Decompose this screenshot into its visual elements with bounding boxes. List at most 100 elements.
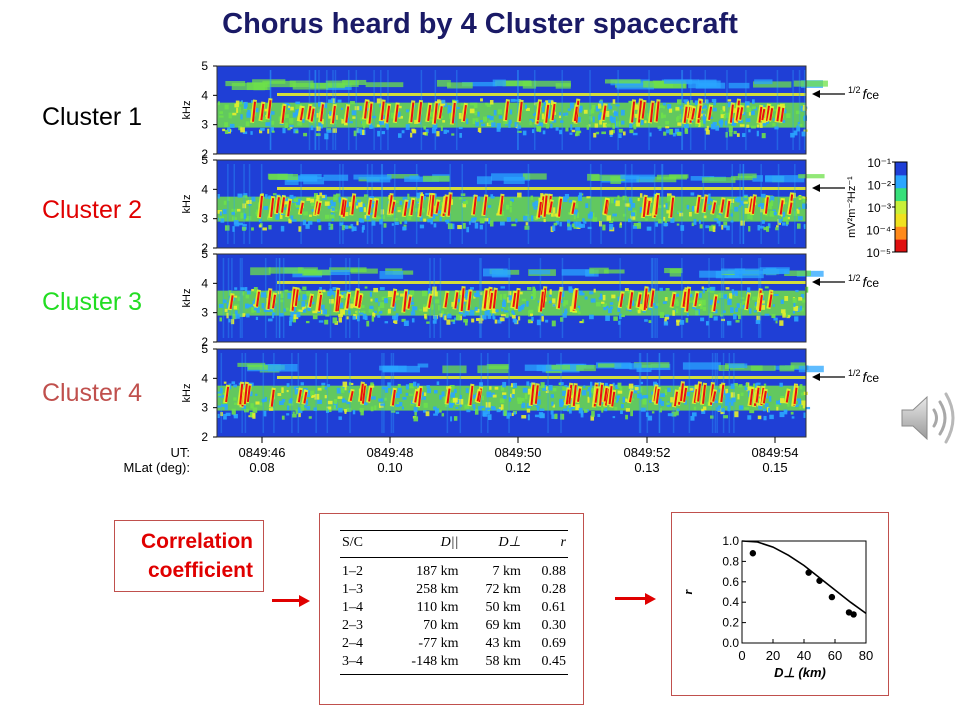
data-point [805, 569, 812, 576]
spectrogram-panel-3 [216, 253, 824, 343]
plot-ytick-label: 0.6 [722, 575, 739, 589]
half-fce-label: 1/2 fce [848, 368, 879, 385]
cell-d-parallel: 258 km [416, 582, 459, 597]
correlation-plot-box: 0 20 40 60 80 1.0 0.8 0.6 0.4 0.2 0.0 D⊥ (km) r [671, 512, 889, 696]
cell-d-parallel: 187 km [416, 564, 459, 579]
slide-title: Chorus heard by 4 Cluster spacecraft [222, 8, 738, 40]
cell-d-parallel: -148 km [379, 653, 461, 675]
cell-d-perp: 72 km [485, 582, 521, 597]
ytick-label: 5 [201, 247, 208, 261]
header-r: r [522, 530, 568, 558]
header-d-perp: D⊥ [460, 530, 523, 558]
spectrogram-panel-1 [216, 65, 828, 155]
correlation-label-line-1: Correlation [140, 530, 253, 553]
cell-r: 0.69 [541, 636, 567, 651]
cell-d-perp: 69 km [485, 618, 521, 633]
colorbar: 10⁻¹ 10⁻² 10⁻³ 10⁻⁴ 10⁻⁵ mV²m⁻²Hz⁻¹ [846, 156, 908, 260]
plot-ylabel: r [680, 589, 695, 595]
ytick-label: 4 [201, 182, 208, 196]
fce-arrow [812, 89, 845, 98]
plot-xtick-label: 40 [797, 648, 811, 663]
header-d-parallel: D|| [379, 530, 461, 558]
cell-d-perp: 58 km [460, 653, 523, 675]
table-row: 1–3 258 km 72 km 0.28 [340, 581, 568, 599]
arrow-to-plot [615, 593, 657, 605]
cell-d-perp: 50 km [485, 600, 521, 615]
ytick-label: 4 [201, 371, 208, 385]
ytick-label: 5 [201, 59, 208, 73]
time-tick-label: 0849:46 [239, 445, 286, 460]
colorbar-tick-label: 10⁻¹ [867, 156, 891, 170]
plot-xtick-label: 20 [766, 648, 780, 663]
table-row: 3–4 -148 km 58 km 0.45 [340, 653, 568, 675]
cell-r: 0.45 [522, 653, 568, 675]
plot-ytick-label: 1.0 [722, 534, 739, 548]
yaxis-label: kHz [181, 384, 193, 403]
speaker-icon[interactable] [898, 388, 960, 448]
cell-r: 0.28 [541, 582, 567, 597]
mlat-tick-label: 0.12 [505, 460, 530, 475]
plot-xtick-label: 60 [828, 648, 842, 663]
ytick-label: 4 [201, 276, 208, 290]
fce-arrow [812, 183, 845, 192]
mlat-tick-label: 0.10 [377, 460, 402, 475]
yaxis-label: kHz [181, 195, 193, 214]
correlation-label-line-2: coefficient [147, 559, 253, 582]
ytick-label: 3 [201, 118, 208, 132]
cluster-3-label: Cluster 3 [42, 288, 143, 316]
mlat-tick-label: 0.08 [249, 460, 274, 475]
ytick-label: 3 [201, 401, 208, 415]
cell-sc: 1–2 [342, 564, 363, 579]
half-fce-label: 1/2 fce [848, 273, 879, 290]
plot-ytick-label: 0.8 [722, 554, 739, 568]
ytick-label: 2 [201, 147, 208, 161]
half-fce-label: 1/2 fce [848, 85, 879, 102]
cell-d-perp: 43 km [485, 636, 521, 651]
yaxis-label: kHz [181, 289, 193, 308]
cell-sc: 1–3 [342, 582, 363, 597]
data-point [850, 611, 857, 618]
yaxis-label: kHz [181, 101, 193, 120]
cell-d-perp: 7 km [492, 564, 521, 579]
cell-d-parallel: -77 km [418, 636, 459, 651]
plot-xtick-label: 80 [859, 648, 873, 663]
fce-arrow [812, 277, 845, 286]
mlat-tick-label: 0.15 [762, 460, 787, 475]
cell-d-parallel: 110 km [416, 600, 459, 615]
correlation-table: S/C D|| D⊥ r 1–2 187 km 7 km 0.88 1–3 258 km 7… [340, 530, 568, 675]
table-row: 2–3 70 km 69 km 0.30 [340, 617, 568, 635]
time-tick-label: 0849:54 [752, 445, 799, 460]
table-row: 2–4 -77 km 43 km 0.69 [340, 635, 568, 653]
time-tick-label: 0849:48 [367, 445, 414, 460]
cluster-1-label: Cluster 1 [42, 103, 143, 131]
ytick-label: 3 [201, 306, 208, 320]
data-point [816, 577, 823, 584]
colorbar-tick-label: 10⁻³ [867, 201, 891, 215]
cell-sc: 2–4 [342, 636, 363, 651]
spectrogram-panel-2 [216, 159, 825, 249]
correlation-label-box: Correlation coefficient [114, 520, 264, 592]
table-row: 1–2 187 km 7 km 0.88 [340, 558, 568, 582]
spectrogram-figure: 5 4 3 2 kHz 5 4 3 2 kHz 5 4 3 2 kHz 5 4 3 2 kHz 0849:460.08 0… [124, 59, 908, 475]
ytick-label: 5 [201, 153, 208, 167]
colorbar-tick-label: 10⁻² [867, 179, 891, 193]
cell-r: 0.61 [541, 600, 567, 615]
plot-ytick-label: 0.2 [722, 616, 739, 630]
spectrogram-panel-4 [216, 348, 824, 438]
colorbar-tick-label: 10⁻⁴ [866, 224, 891, 238]
ytick-label: 2 [201, 430, 208, 444]
mlat-tick-label: 0.13 [634, 460, 659, 475]
cell-sc: 1–4 [342, 600, 363, 615]
plot-ytick-label: 0.0 [722, 636, 739, 650]
plot-xtick-label: 0 [738, 648, 745, 663]
cell-r: 0.88 [541, 564, 567, 579]
correlation-scatter-plot: 0 20 40 60 80 1.0 0.8 0.6 0.4 0.2 0.0 D⊥ (km) r [680, 534, 873, 680]
table-row: 1–4 110 km 50 km 0.61 [340, 599, 568, 617]
colorbar-unit-label: mV²m⁻²Hz⁻¹ [846, 176, 858, 238]
cell-d-parallel: 70 km [423, 618, 459, 633]
correlation-table-box: S/C D|| D⊥ r 1–2 187 km 7 km 0.88 1–3 258 km 7… [319, 513, 584, 705]
cell-r: 0.30 [541, 618, 567, 633]
ytick-label: 2 [201, 241, 208, 255]
mlat-row-label: MLat (deg): [124, 460, 190, 475]
ytick-label: 5 [201, 342, 208, 356]
